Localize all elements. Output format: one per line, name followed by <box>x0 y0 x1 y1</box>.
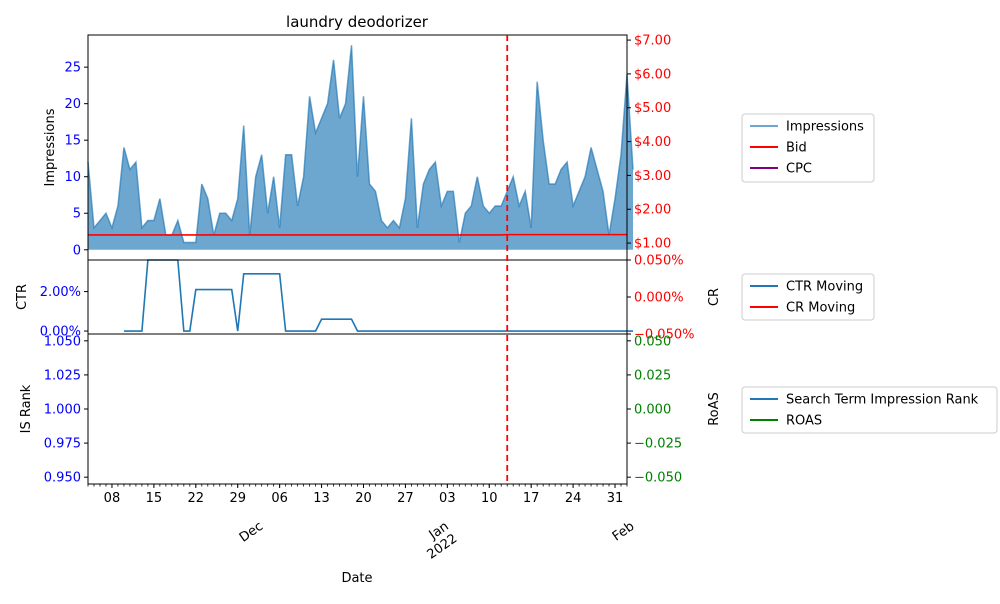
x-tick-label: 17 <box>523 491 540 506</box>
y-right-tick-label: −0.050 <box>634 471 682 486</box>
x-tick-label: 10 <box>481 491 498 506</box>
y-right-tick-label: 0.050 <box>634 334 671 349</box>
x-major-label: Feb <box>610 519 637 544</box>
y-right-tick-label: $3.00 <box>634 169 671 184</box>
x-tick-label: 22 <box>188 491 205 506</box>
y-tick-label: 15 <box>64 134 81 149</box>
legend-label: Search Term Impression Rank <box>786 393 979 408</box>
y-tick-label: 0.950 <box>44 471 81 486</box>
y-right-tick-label: $5.00 <box>634 101 671 116</box>
y-tick-label: 0.975 <box>44 437 81 452</box>
x-tick-label: 15 <box>146 491 163 506</box>
legend-label: Bid <box>786 141 807 156</box>
y-tick-label: 5 <box>73 207 81 222</box>
y-axis-label: Impressions <box>43 108 58 186</box>
panel-3-frame <box>88 334 627 484</box>
y-tick-label: 1.025 <box>44 368 81 383</box>
legend-label: CR Moving <box>786 301 855 316</box>
x-major-label: Dec <box>237 519 266 546</box>
y-right-tick-label: 0.050% <box>634 254 684 269</box>
chart-title: laundry deodorizer <box>286 13 429 31</box>
x-tick-label: 24 <box>565 491 582 506</box>
y-tick-label: 25 <box>64 61 81 76</box>
y-tick-label: 10 <box>64 170 81 185</box>
y-right-tick-label: $7.00 <box>634 34 671 49</box>
impressions-area <box>88 45 633 250</box>
y-tick-label: 0 <box>73 243 81 258</box>
y-right-axis-label: CR <box>707 288 722 306</box>
y-right-tick-label: 0.025 <box>634 368 671 383</box>
y-tick-label: 20 <box>64 97 81 112</box>
x-axis-label: Date <box>341 571 372 586</box>
panel-2-frame <box>88 260 627 334</box>
y-right-tick-label: $6.00 <box>634 67 671 82</box>
y-tick-label: 1.050 <box>44 334 81 349</box>
x-tick-label: 03 <box>439 491 456 506</box>
legend-label: Impressions <box>786 120 864 135</box>
x-major-label-line: Feb <box>610 519 637 544</box>
x-tick-label: 08 <box>104 491 121 506</box>
y-right-tick-label: $1.00 <box>634 237 671 252</box>
x-major-label: Jan2022 <box>416 519 460 563</box>
legend-label: CPC <box>786 162 812 177</box>
x-tick-label: 20 <box>355 491 372 506</box>
y-right-tick-label: 0.000% <box>634 291 684 306</box>
legend-label: CTR Moving <box>786 280 863 295</box>
x-tick-label: 29 <box>229 491 246 506</box>
y-right-axis-label: RoAS <box>707 392 722 426</box>
x-tick-label: 13 <box>313 491 330 506</box>
y-right-tick-label: $2.00 <box>634 203 671 218</box>
x-major-label-line: Dec <box>237 519 266 546</box>
y-tick-label: 1.000 <box>44 403 81 418</box>
x-tick-label: 31 <box>607 491 624 506</box>
y-tick-label: 2.00% <box>40 285 81 300</box>
y-axis-label: CTR <box>15 284 30 310</box>
legend-label: ROAS <box>786 414 822 429</box>
y-right-tick-label: 0.000 <box>634 403 671 418</box>
y-axis-label: IS Rank <box>19 384 34 433</box>
y-right-tick-label: $4.00 <box>634 135 671 150</box>
ctr-moving-line <box>124 260 633 331</box>
x-tick-label: 06 <box>271 491 288 506</box>
x-tick-label: 27 <box>397 491 414 506</box>
y-right-tick-label: −0.025 <box>634 437 682 452</box>
